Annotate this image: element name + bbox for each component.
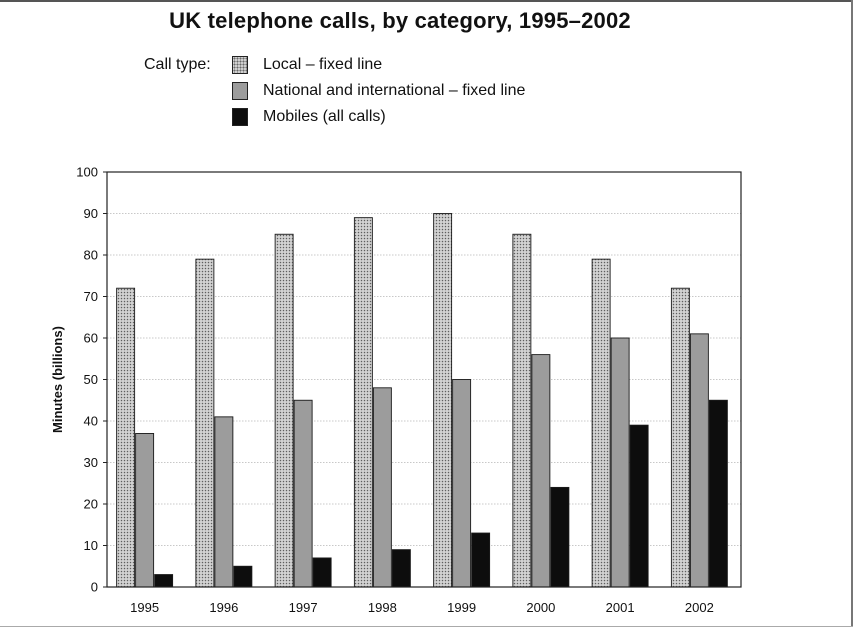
bar-local-1998 — [353, 217, 373, 588]
x-tick-label: 2002 — [685, 600, 714, 615]
y-tick-label: 90 — [84, 206, 98, 221]
bar-local-1999 — [433, 213, 453, 588]
legend-swatch-local — [232, 56, 248, 74]
bar-national-1998 — [372, 387, 392, 588]
y-tick-label: 60 — [84, 331, 98, 346]
x-tick-label: 1997 — [289, 600, 318, 615]
bar-local-2002 — [670, 287, 690, 588]
bar-national-1999 — [452, 379, 472, 588]
y-tick-label: 40 — [84, 414, 98, 429]
bar-national-1997 — [293, 399, 313, 588]
bar-mobile-1999 — [471, 532, 491, 588]
y-tick-label: 30 — [84, 455, 98, 470]
bar-national-2002 — [689, 333, 709, 588]
y-tick-label: 10 — [84, 538, 98, 553]
y-tick-label: 80 — [84, 248, 98, 263]
bar-local-2001 — [591, 258, 611, 588]
x-tick-label: 1999 — [447, 600, 476, 615]
bar-local-2000 — [512, 233, 532, 588]
legend-heading: Call type: — [144, 56, 211, 73]
bar-local-1996 — [195, 258, 215, 588]
chart-title: UK telephone calls, by category, 1995–20… — [169, 8, 631, 33]
bar-national-1996 — [214, 416, 234, 588]
bar-group — [116, 213, 728, 588]
x-tick-label: 1995 — [130, 600, 159, 615]
bar-national-1995 — [135, 433, 155, 588]
legend-label-mobile: Mobiles (all calls) — [263, 108, 386, 125]
bar-mobile-2000 — [550, 486, 570, 588]
bar-mobile-1995 — [154, 574, 174, 588]
legend-label-local: Local – fixed line — [263, 56, 383, 73]
bar-mobile-1996 — [233, 565, 253, 588]
y-tick-label: 20 — [84, 497, 98, 512]
legend-swatch-national — [232, 82, 248, 100]
x-tick-label: 1996 — [209, 600, 238, 615]
bar-mobile-2001 — [629, 424, 649, 588]
bar-mobile-1997 — [312, 557, 332, 588]
legend-swatch-mobile — [232, 108, 248, 126]
legend-item-mobile: Mobiles (all calls) — [232, 107, 386, 127]
legend-label-national: National and international – fixed line — [263, 82, 526, 99]
y-tick-label: 50 — [84, 372, 98, 387]
bar-national-2000 — [531, 354, 551, 588]
frame-top-edge — [0, 0, 853, 2]
y-tick-label: 100 — [76, 165, 98, 180]
bar-local-1997 — [274, 233, 294, 588]
bar-mobile-1998 — [391, 549, 411, 588]
y-tick-label: 70 — [84, 289, 98, 304]
x-tick-label: 2000 — [526, 600, 555, 615]
legend-item-national: National and international – fixed line — [232, 81, 525, 101]
y-axis-label: Minutes (billions) — [50, 326, 65, 433]
y-axis-ticks: 0 10 20 30 40 50 60 70 80 90 100 — [76, 165, 107, 595]
frame-right-edge — [851, 0, 853, 627]
y-tick-label: 0 — [91, 580, 98, 595]
x-tick-label: 2001 — [606, 600, 635, 615]
legend-item-local: Local – fixed line — [232, 55, 382, 75]
x-axis-ticks: 1995 1996 1997 1998 1999 2000 2001 2002 — [130, 600, 714, 615]
bar-local-1995 — [116, 287, 136, 588]
bar-national-2001 — [610, 337, 630, 588]
x-tick-label: 1998 — [368, 600, 397, 615]
bar-mobile-2002 — [708, 399, 728, 588]
